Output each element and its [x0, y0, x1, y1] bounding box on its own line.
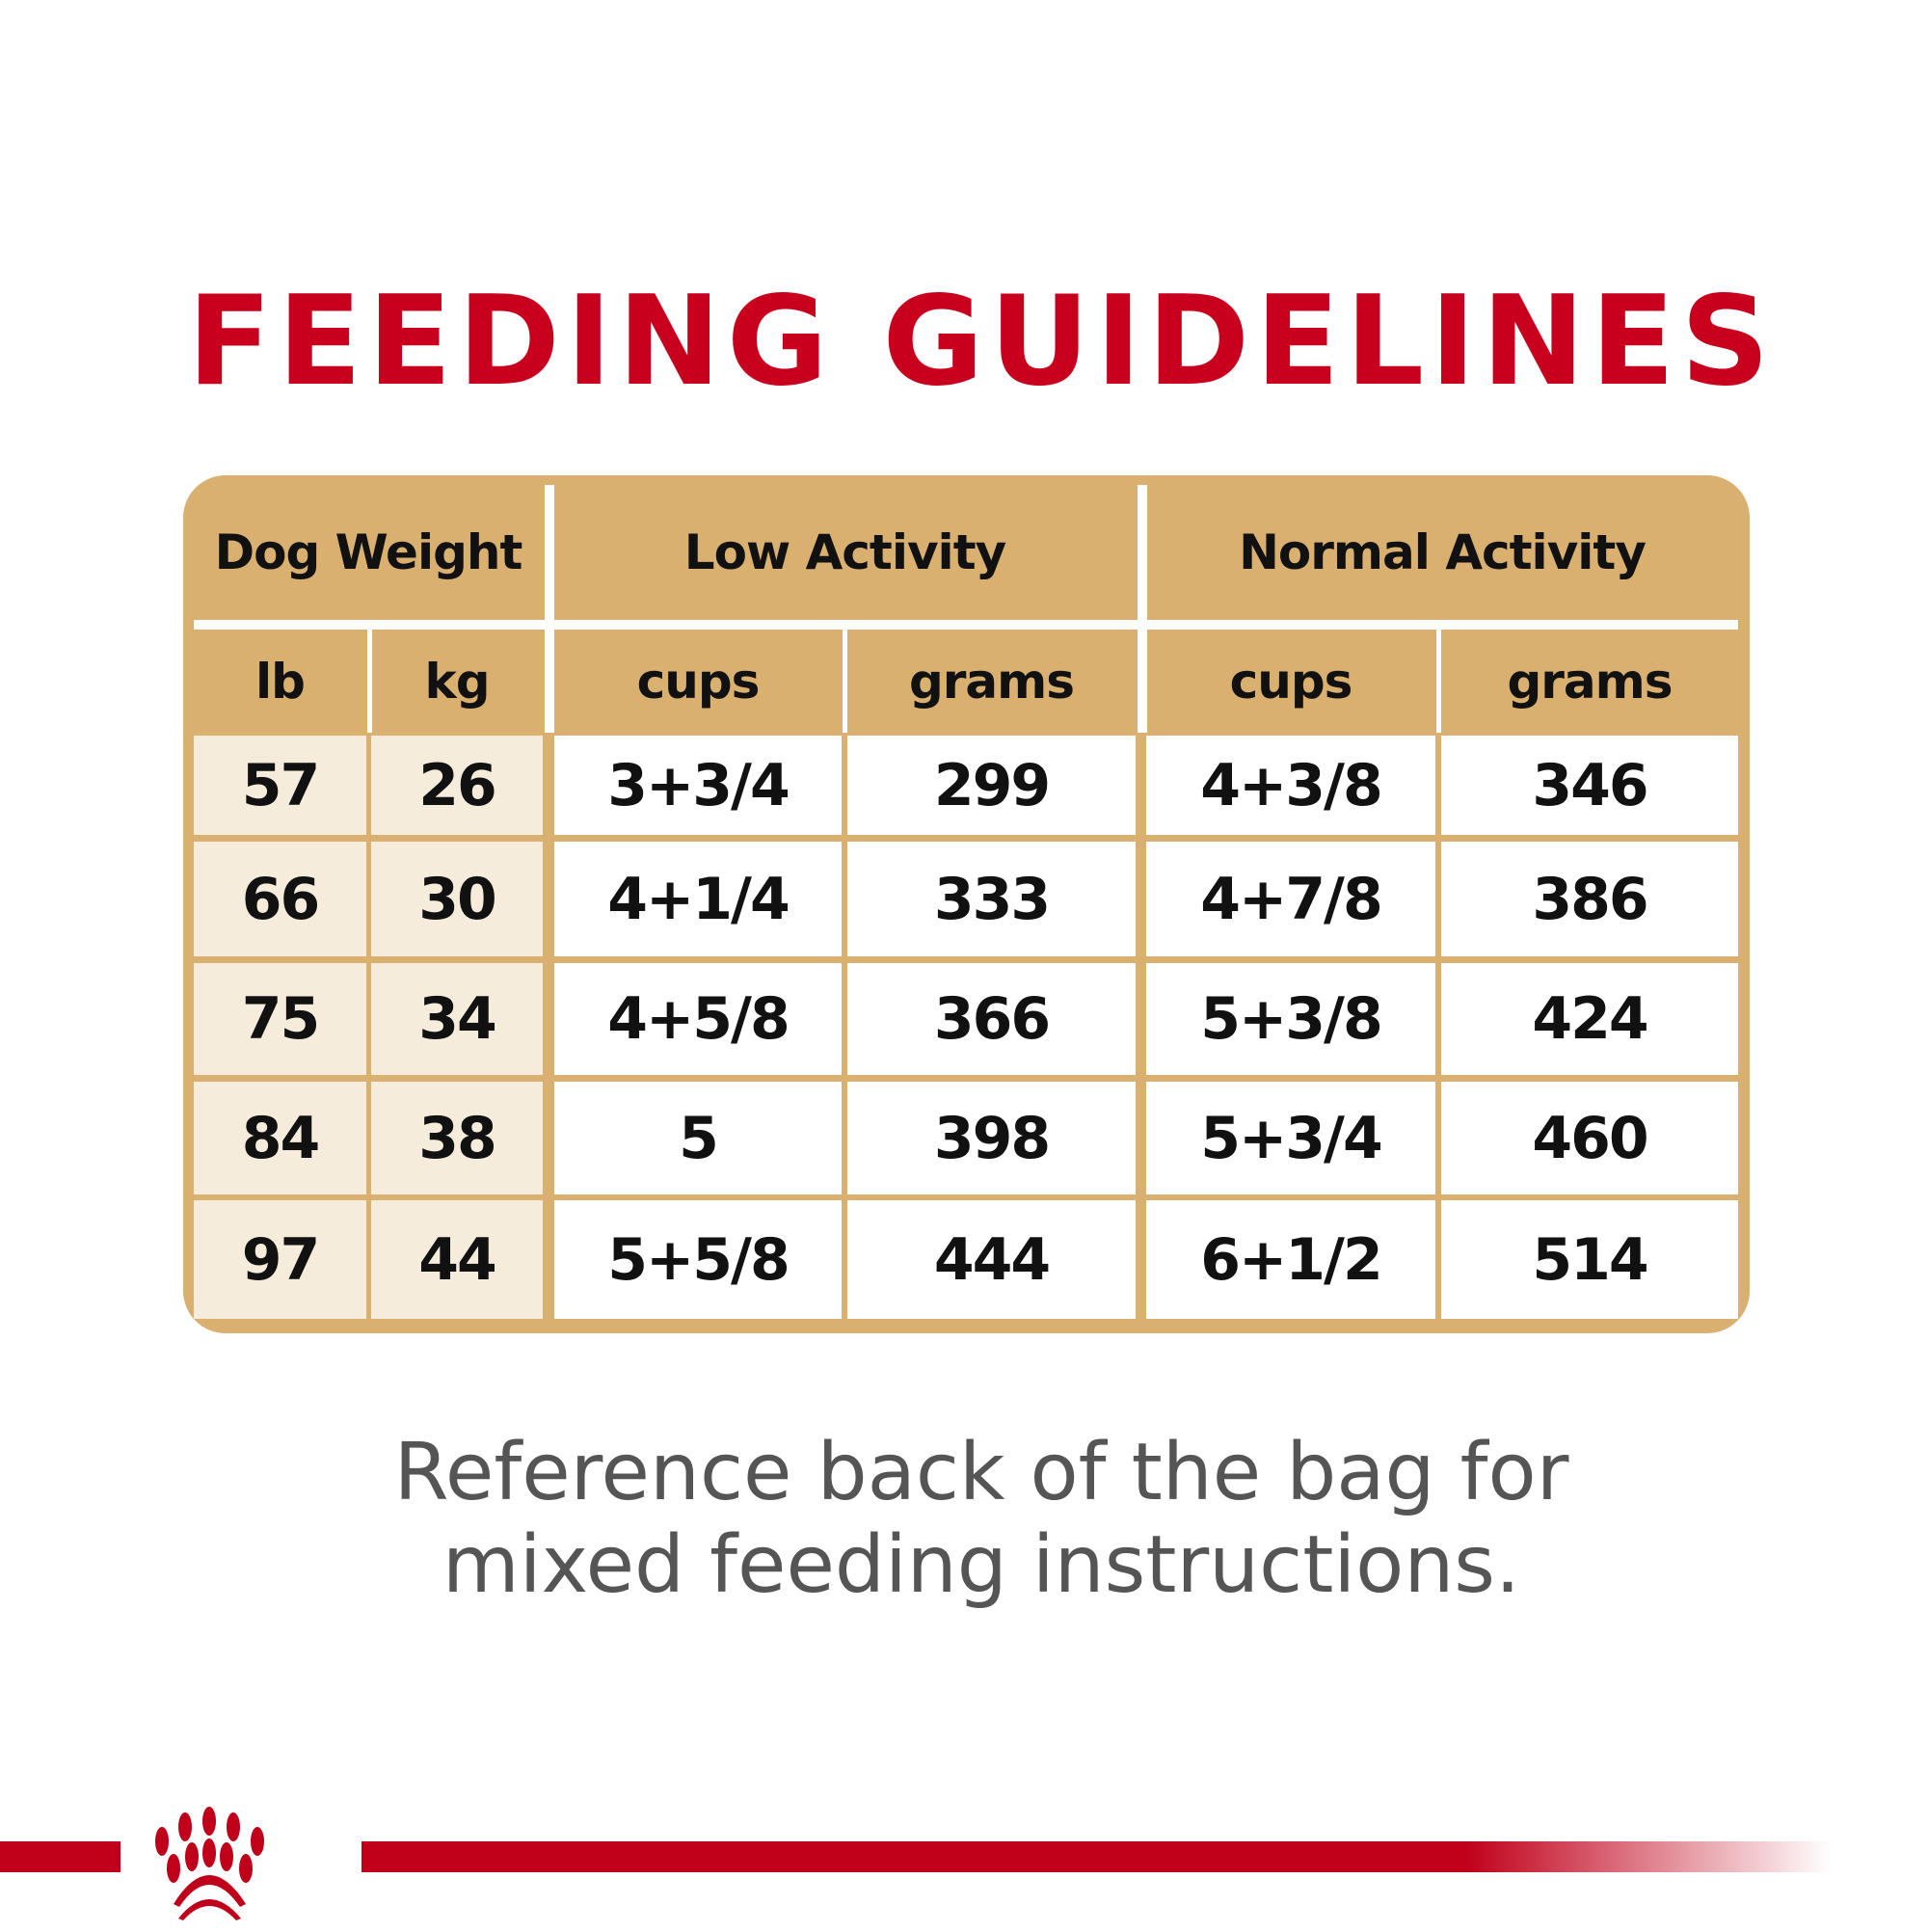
- table-cell: 5+3/8: [1146, 963, 1435, 1075]
- column-header: lb: [255, 653, 306, 710]
- table-cell: 514: [1441, 1200, 1738, 1319]
- table-cell: 75: [194, 963, 366, 1075]
- group-divider: [1138, 485, 1147, 733]
- column-header: kg: [424, 653, 490, 710]
- table-cell: 4+7/8: [1146, 842, 1435, 956]
- group-divider: [545, 485, 554, 733]
- page-title: FEEDING GUIDELINES: [187, 270, 1776, 414]
- header-divider: [194, 620, 1738, 630]
- table-cell: 4+5/8: [554, 963, 842, 1075]
- table-cell: 424: [1441, 963, 1738, 1075]
- table-cell: 26: [371, 736, 543, 835]
- table-cell: 66: [194, 842, 366, 956]
- column-header: grams: [1507, 653, 1673, 710]
- table-cell: 444: [847, 1200, 1136, 1319]
- table-cell: 4+1/4: [554, 842, 842, 956]
- feeding-note: Reference back of the bag for mixed feed…: [0, 1427, 1928, 1612]
- table-cell: 333: [847, 842, 1136, 956]
- table-cell: 5+5/8: [554, 1200, 842, 1319]
- subheader-divider: [367, 630, 372, 733]
- table-cell: 299: [847, 736, 1136, 835]
- table-cell: 366: [847, 963, 1136, 1075]
- group-header: Low Activity: [683, 524, 1006, 580]
- table-cell: 38: [371, 1082, 543, 1194]
- table-cell: 57: [194, 736, 366, 835]
- table-cell: 6+1/2: [1146, 1200, 1435, 1319]
- table-cell: 460: [1441, 1082, 1738, 1194]
- table-cell: 3+3/4: [554, 736, 842, 835]
- table-cell: 97: [194, 1200, 366, 1319]
- note-line-2: mixed feeding instructions.: [442, 1519, 1521, 1611]
- table-cell: 34: [371, 963, 543, 1075]
- table-cell: 30: [371, 842, 543, 956]
- table-cell: 386: [1441, 842, 1738, 956]
- column-header: cups: [636, 653, 761, 710]
- table-cell: 44: [371, 1200, 543, 1319]
- table-cell: 84: [194, 1082, 366, 1194]
- table-cell: 5: [554, 1082, 842, 1194]
- crown-icon: [120, 1784, 362, 1928]
- column-header: cups: [1229, 653, 1353, 710]
- table-cell: 4+3/8: [1146, 736, 1435, 835]
- feeding-table: Dog Weight Low Activity Normal Activity lb k…: [183, 475, 1750, 1333]
- group-header: Normal Activity: [1239, 524, 1647, 580]
- subheader-divider: [1436, 630, 1441, 733]
- subheader-divider: [843, 630, 847, 733]
- note-line-1: Reference back of the bag for: [393, 1427, 1569, 1518]
- group-header: Dog Weight: [214, 524, 523, 580]
- table-cell: 5+3/4: [1146, 1082, 1435, 1194]
- table-cell: 346: [1441, 736, 1738, 835]
- column-header: grams: [908, 653, 1075, 710]
- table-cell: 398: [847, 1082, 1136, 1194]
